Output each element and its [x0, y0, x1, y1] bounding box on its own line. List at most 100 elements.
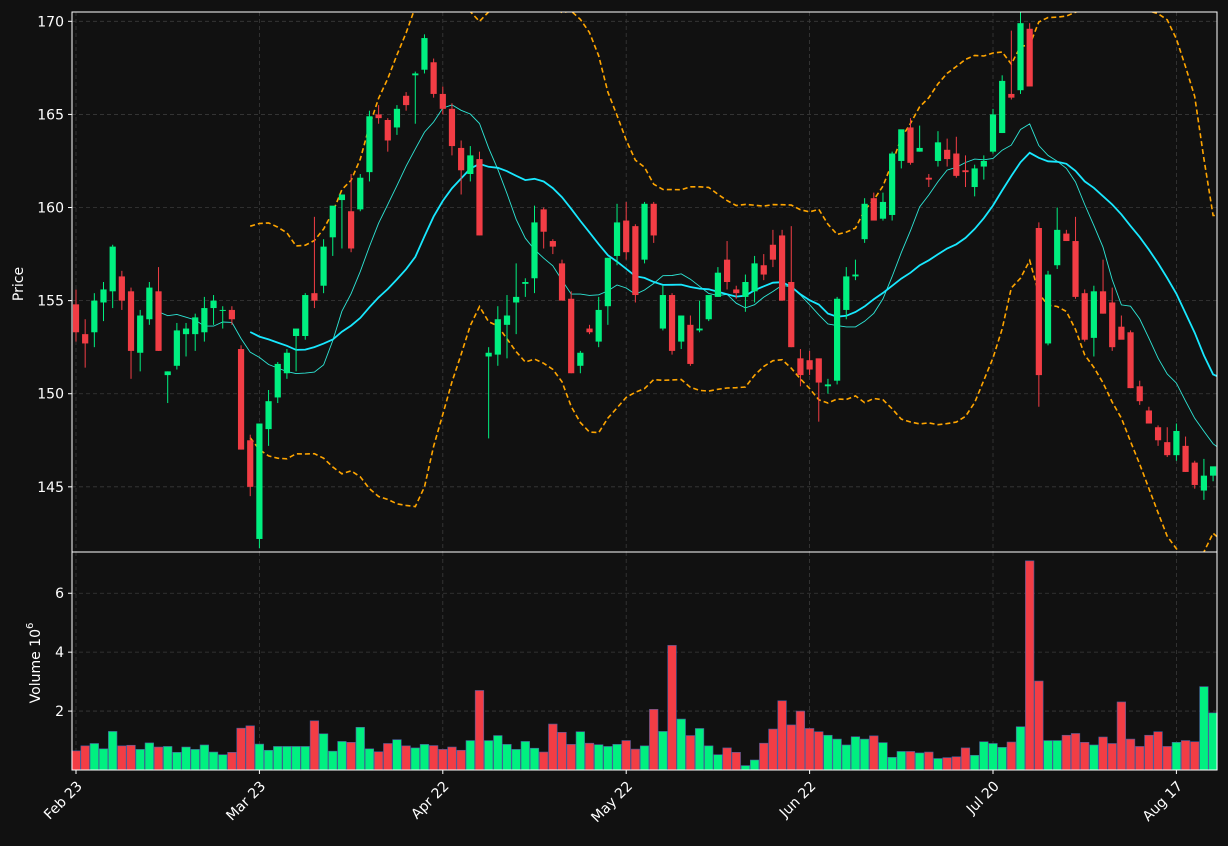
- candle: [219, 306, 226, 329]
- volume-bar: [539, 751, 549, 771]
- candle-body: [944, 149, 951, 160]
- candle-body: [201, 308, 208, 333]
- volume-bar: [713, 754, 723, 771]
- candle-body: [366, 116, 373, 173]
- candle-body: [137, 315, 144, 353]
- candle-body: [788, 282, 795, 348]
- volume-bar: [777, 700, 787, 771]
- volume-bar: [649, 709, 659, 771]
- candle: [320, 239, 327, 294]
- volume-bar: [768, 728, 778, 771]
- volume-bar: [639, 745, 650, 771]
- candle-body: [357, 177, 364, 210]
- volume-bar: [236, 727, 246, 771]
- candle: [558, 259, 566, 301]
- candle: [623, 201, 630, 260]
- candle-body: [1118, 326, 1125, 340]
- candle-body: [320, 246, 327, 286]
- candle: [247, 434, 254, 497]
- candle-body: [641, 203, 648, 260]
- volume-bar: [282, 746, 292, 771]
- candle-body: [146, 287, 153, 320]
- volume-bar: [456, 749, 466, 771]
- volume-axis-scale-exponent: 6: [25, 623, 36, 629]
- candle-body: [925, 177, 932, 180]
- candle-body: [815, 358, 822, 383]
- candle: [723, 241, 731, 290]
- candle: [439, 86, 446, 115]
- candle: [797, 349, 804, 387]
- candle: [100, 282, 107, 322]
- volume-bar: [869, 735, 879, 771]
- candle-body: [91, 300, 98, 333]
- volume-bar: [924, 751, 934, 771]
- candle: [916, 125, 923, 152]
- volume-bar: [575, 731, 585, 771]
- volume-bar: [337, 741, 347, 771]
- candle-body: [430, 62, 437, 94]
- lower-band-line: [249, 258, 1217, 552]
- candle-body: [164, 371, 171, 376]
- candle: [366, 110, 373, 182]
- volume-bar: [1052, 740, 1062, 771]
- volume-bar: [970, 754, 980, 771]
- candle: [925, 174, 932, 188]
- candle: [274, 362, 281, 404]
- candle-body: [916, 147, 923, 152]
- volume-bar: [1034, 680, 1044, 771]
- candle-body: [403, 95, 410, 106]
- candle: [1017, 12, 1024, 94]
- candle: [989, 108, 997, 154]
- candle: [137, 309, 144, 372]
- candle: [210, 295, 217, 325]
- candle: [705, 295, 712, 322]
- volume-bar: [832, 738, 842, 771]
- candle-body: [302, 295, 309, 336]
- volume-bar: [254, 743, 265, 771]
- candle: [852, 259, 859, 281]
- volume-bar: [300, 746, 310, 771]
- candle-body: [1081, 293, 1088, 340]
- volume-bar: [850, 736, 861, 771]
- candle: [283, 349, 291, 379]
- candle-body: [586, 328, 593, 333]
- candle-body: [953, 153, 960, 176]
- volume-bar: [98, 748, 109, 771]
- volume-bar: [786, 724, 796, 771]
- candle-body: [632, 226, 639, 296]
- candle: [632, 224, 639, 303]
- candle: [522, 278, 529, 297]
- candle: [357, 174, 364, 212]
- candle: [641, 201, 648, 264]
- volume-bar: [731, 752, 741, 771]
- candle-body: [256, 423, 263, 539]
- candle: [733, 285, 740, 299]
- volume-bar: [621, 740, 631, 771]
- volume-bar: [245, 725, 255, 771]
- candle-body: [513, 296, 520, 303]
- volume-bar: [740, 765, 751, 771]
- candle-body: [412, 73, 419, 76]
- volume-tick-label: 6: [55, 586, 64, 602]
- candle: [109, 244, 116, 309]
- candle-body: [751, 263, 758, 292]
- candle-body: [907, 127, 914, 163]
- candle: [944, 138, 951, 167]
- candle-body: [549, 241, 556, 247]
- candle: [898, 129, 905, 169]
- candle-body: [1017, 23, 1024, 91]
- volume-bar: [1208, 712, 1218, 771]
- candle-body: [1044, 274, 1052, 344]
- candle: [155, 267, 162, 351]
- candle-body: [182, 328, 190, 335]
- candle-body: [898, 129, 905, 161]
- ma-fast-line: [158, 104, 1217, 448]
- candle-body: [834, 298, 841, 381]
- candle-body: [72, 304, 80, 333]
- candle-body: [714, 272, 721, 297]
- volume-bar: [960, 747, 971, 771]
- volume-bar: [676, 718, 686, 771]
- candle-body: [623, 220, 630, 253]
- volume-bar: [227, 752, 237, 771]
